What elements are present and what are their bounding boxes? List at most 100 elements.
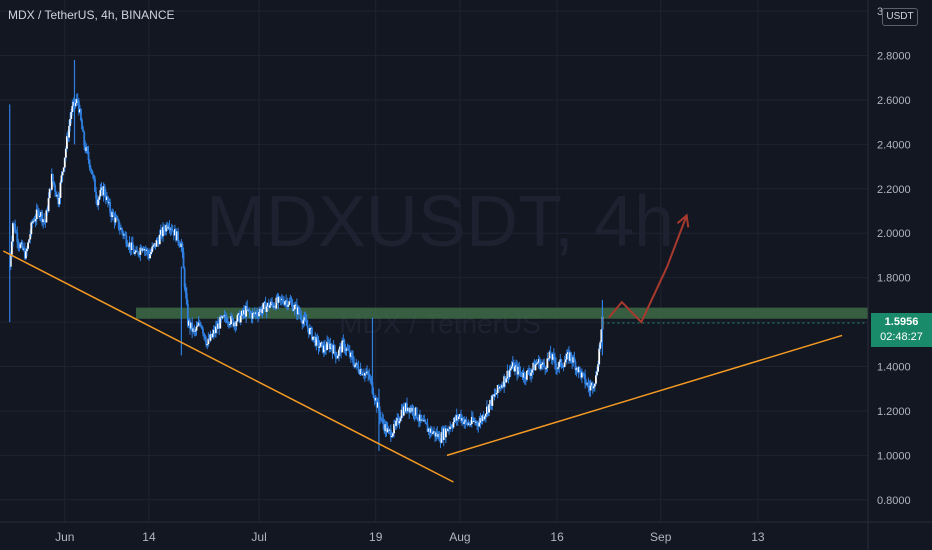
candle-body [66, 136, 68, 149]
candle-body [599, 342, 602, 349]
last-price: 1.5956 [884, 316, 919, 328]
candle-body [557, 367, 560, 369]
candle-body [531, 369, 534, 373]
candle-body [359, 369, 362, 375]
candle-body [116, 218, 119, 220]
candle-body [242, 310, 244, 315]
candle-body [159, 229, 162, 235]
candle-body [55, 191, 58, 197]
candle-body [185, 293, 188, 304]
candle-body [589, 385, 592, 391]
candle-body [83, 131, 86, 146]
x-tick-label: 16 [550, 530, 564, 544]
candle-body [441, 432, 444, 440]
candle-body [114, 217, 117, 223]
candle-body [240, 310, 243, 316]
candle-body [233, 322, 236, 327]
rising-support-trendline [446, 334, 843, 457]
candle-body [585, 383, 588, 385]
candle-body [315, 337, 318, 346]
candle-body [460, 414, 462, 421]
candle-body [446, 428, 448, 431]
candle-body [308, 328, 311, 335]
candle-body [243, 310, 245, 315]
candle-body [411, 407, 414, 412]
candle-body [190, 322, 192, 329]
candle-body [535, 363, 538, 365]
candle-body [134, 252, 136, 254]
candle-body [237, 313, 240, 315]
candle-body [259, 308, 262, 313]
candle-body [349, 352, 352, 357]
candle-body [88, 160, 91, 168]
candle-body [279, 297, 282, 300]
candle-body [544, 366, 547, 370]
candle-body [333, 345, 336, 353]
candle-body [303, 317, 306, 321]
candle-body [195, 326, 198, 331]
candle-body [75, 99, 78, 104]
candle-body [219, 316, 222, 329]
candle-body [367, 371, 370, 375]
candle-body [9, 254, 12, 267]
candle-body [289, 301, 292, 303]
candle-body [248, 309, 251, 313]
candle-body [33, 220, 36, 222]
candle-body [381, 418, 384, 420]
candle-body [305, 320, 308, 326]
candle-body [317, 339, 320, 348]
candle-body [351, 352, 353, 357]
candle-body [215, 326, 217, 333]
candle-body [98, 196, 101, 200]
candle-body [571, 359, 574, 363]
candle-body [261, 309, 264, 314]
candle-body [127, 246, 130, 248]
candle-body [179, 244, 182, 248]
candle-body [576, 367, 579, 373]
candle-body [590, 382, 593, 386]
candle-body [107, 196, 109, 203]
candle-body [31, 222, 34, 224]
candle-body [212, 329, 215, 334]
candle-body [16, 232, 19, 242]
candle-body [511, 362, 514, 367]
candle-body [439, 441, 442, 443]
candle-body [283, 302, 285, 305]
candle-body [25, 251, 27, 259]
candle-body [186, 303, 189, 326]
candle-body [144, 249, 147, 251]
candle-body [517, 366, 520, 375]
x-tick-label: 13 [751, 530, 765, 544]
candle-body [565, 354, 568, 360]
candle-body [203, 333, 205, 335]
x-tick-label: Jun [55, 530, 74, 544]
candle-body [246, 306, 249, 310]
candle-body [484, 413, 487, 417]
candle-body [72, 101, 75, 107]
candle-body [96, 198, 99, 206]
candle-body [328, 343, 331, 349]
candle-body [523, 372, 526, 380]
candle-body [170, 228, 173, 231]
candle-body [465, 419, 468, 423]
candle-body [91, 174, 94, 176]
candle-body [488, 404, 490, 413]
candle-body [408, 407, 411, 413]
candle-body [162, 226, 164, 237]
currency-badge[interactable]: USDT [882, 8, 918, 26]
candle-body [168, 226, 171, 230]
candle-body [346, 348, 349, 350]
candle-body [226, 322, 229, 324]
x-tick-label: Jul [251, 530, 266, 544]
candle-body [534, 364, 537, 371]
candle-body [444, 428, 447, 438]
candle-body [388, 429, 391, 431]
candle-body [338, 349, 340, 356]
candle-body [36, 209, 39, 211]
candle-body [137, 251, 140, 255]
candle-body [35, 209, 38, 220]
candle-body [254, 312, 257, 314]
candle-body [299, 313, 302, 316]
candle-body [44, 220, 47, 223]
